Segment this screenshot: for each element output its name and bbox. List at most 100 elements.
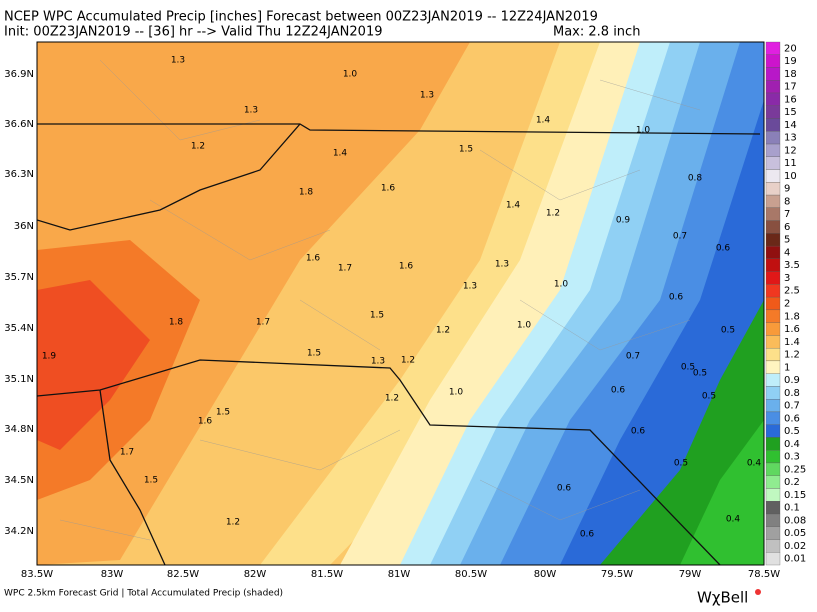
colorbar-cell	[765, 220, 781, 234]
contour-label: 1.3	[495, 260, 509, 270]
lat-label: 35.1N	[4, 374, 34, 385]
colorbar-cell	[765, 182, 781, 196]
contour-label: 0.4	[726, 515, 741, 525]
colorbar-label: 3	[784, 273, 790, 284]
contour-label: 1.8	[299, 188, 314, 198]
colorbar-label: 1.2	[784, 350, 800, 361]
colorbar-label: 19	[784, 56, 797, 67]
lon-label: 78.5W	[748, 569, 780, 580]
colorbar-label: 0.8	[784, 388, 800, 399]
colorbar-cell	[765, 207, 781, 221]
contour-label: 0.5	[721, 326, 735, 336]
colorbar-label: 4	[784, 247, 790, 258]
colorbar-label: 2	[784, 299, 790, 310]
colorbar-label: 13	[784, 133, 797, 144]
colorbar-label: 14	[784, 120, 797, 131]
brand: WχBell	[697, 589, 748, 607]
contour-label: 1.0	[517, 321, 532, 331]
colorbar-cell	[765, 296, 781, 311]
footer-note: WPC 2.5km Forecast Grid | Total Accumula…	[4, 589, 283, 599]
contour-label: 1.0	[343, 70, 358, 80]
contour-label: 0.6	[631, 427, 646, 437]
colorbar-label: 1.8	[784, 311, 800, 322]
colorbar-cell	[765, 54, 781, 68]
lat-label: 36.9N	[4, 69, 34, 80]
colorbar-label: 12	[784, 145, 797, 156]
state-border	[37, 359, 721, 565]
lat-label: 34.5N	[4, 475, 34, 486]
colorbar-cell	[765, 411, 781, 425]
contour-label: 0.8	[688, 174, 703, 184]
colorbar-cell	[765, 143, 781, 157]
lon-label: 83W	[101, 569, 124, 580]
colorbar-label: 6	[784, 222, 790, 233]
contour-label: 1.6	[399, 262, 414, 272]
state-border	[37, 123, 761, 135]
colorbar-label: 0.6	[784, 413, 800, 424]
colorbar-label: 5	[784, 235, 790, 246]
contour-label: 0.5	[693, 369, 707, 379]
colorbar-cell	[765, 488, 781, 502]
colorbar-label: 11	[784, 158, 797, 169]
contour-label: 1.8	[169, 318, 184, 328]
contour-label: 0.6	[611, 386, 626, 396]
colorbar-cell	[765, 131, 781, 145]
colorbar-cell	[765, 335, 781, 349]
colorbar-label: 0.01	[784, 554, 806, 565]
max-value: Max: 2.8 inch	[553, 25, 640, 40]
lat-label: 36.6N	[4, 119, 34, 130]
colorbar-label: 2.5	[784, 286, 800, 297]
colorbar-cell	[765, 284, 781, 298]
lat-label: 35.4N	[4, 323, 34, 334]
contour-label: 1.7	[338, 264, 352, 274]
colorbar-label: 0.3	[784, 452, 800, 463]
colorbar-cell	[765, 424, 781, 438]
contour-label: 0.6	[716, 244, 731, 254]
shade	[680, 420, 764, 565]
contour-label: 0.5	[681, 363, 695, 373]
colorbar-cell	[765, 450, 781, 464]
lon-label: 79W	[679, 569, 702, 580]
colorbar-cell	[765, 194, 781, 208]
contour-label: 1.0	[449, 388, 464, 398]
colorbar-cell	[765, 258, 781, 272]
colorbar-label: 0.9	[784, 375, 800, 386]
init-line: Init: 00Z23JAN2019 -- [36] hr --> Valid …	[4, 25, 383, 40]
contour-label: 0.9	[616, 216, 631, 226]
lat-label: 36.3N	[4, 169, 34, 180]
colorbar-label: 0.7	[784, 401, 800, 412]
contour-label: 1.9	[42, 352, 57, 362]
colorbar-cell	[765, 373, 781, 387]
colorbar-label: 1	[784, 362, 790, 373]
colorbar-label: 0.02	[784, 541, 806, 552]
lat-label: 34.2N	[4, 526, 34, 537]
colorbar-label: 0.08	[784, 515, 806, 526]
colorbar-label: 0.4	[784, 439, 800, 450]
contour-label: 1.0	[636, 126, 651, 136]
title: NCEP WPC Accumulated Precip [inches] For…	[4, 10, 598, 25]
colorbar-cell	[765, 360, 781, 374]
colorbar-cell	[765, 399, 781, 413]
colorbar-label: 0.2	[784, 477, 800, 488]
contour-label: 1.3	[244, 106, 258, 116]
contour-label: 1.5	[459, 145, 473, 155]
contour-label: 1.6	[381, 184, 396, 194]
colorbar-label: 20	[784, 43, 797, 54]
colorbar-label: 7	[784, 209, 790, 220]
colorbar-label: 0.1	[784, 503, 800, 514]
colorbar-cell	[765, 271, 781, 285]
colorbar-cell	[765, 347, 781, 362]
lat-label: 36N	[14, 221, 34, 232]
colorbar-label: 8	[784, 196, 790, 207]
colorbar-cell	[765, 462, 781, 476]
colorbar-label: 16	[784, 94, 797, 105]
colorbar-cell	[765, 552, 781, 566]
colorbar-cell	[765, 501, 781, 515]
contour-label: 1.5	[307, 349, 321, 359]
colorbar-cell	[765, 105, 781, 119]
contour-label: 1.0	[554, 280, 569, 290]
contour-label: 0.5	[674, 459, 688, 469]
shade	[37, 280, 150, 450]
colorbar-label: 0.05	[784, 528, 806, 539]
